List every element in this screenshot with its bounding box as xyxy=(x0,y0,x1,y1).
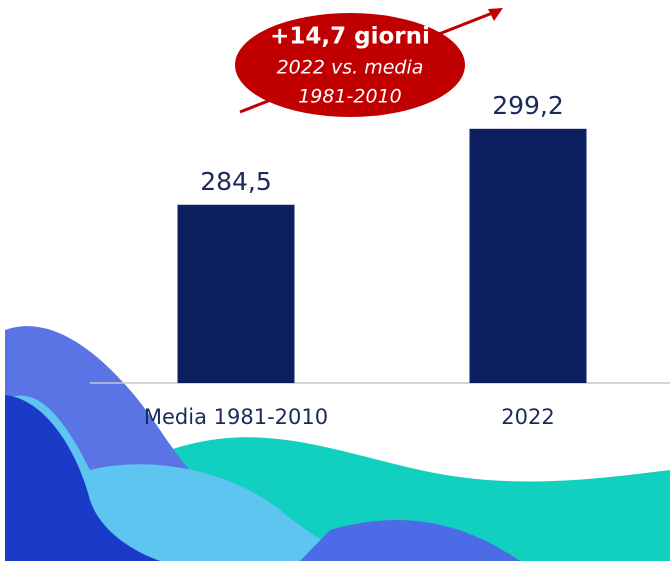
annotation: +14,7 giorni 2022 vs. media 1981-2010 xyxy=(235,8,503,117)
annotation-title: +14,7 giorni xyxy=(270,24,430,50)
decorative-waves xyxy=(5,326,670,561)
annotation-bubble xyxy=(235,13,465,117)
x-tick-label: 2022 xyxy=(501,405,554,429)
value-label: 284,5 xyxy=(200,167,272,196)
bar xyxy=(469,128,587,383)
wave-blue-small xyxy=(300,520,520,561)
value-label: 299,2 xyxy=(492,91,564,120)
annotation-line: 2022 vs. media xyxy=(277,57,424,79)
arrow-head xyxy=(488,8,503,21)
wave-dark-blue xyxy=(5,395,160,561)
x-tick-label: Media 1981-2010 xyxy=(144,405,328,429)
annotation-line: 1981-2010 xyxy=(298,86,402,108)
bar xyxy=(177,204,295,383)
